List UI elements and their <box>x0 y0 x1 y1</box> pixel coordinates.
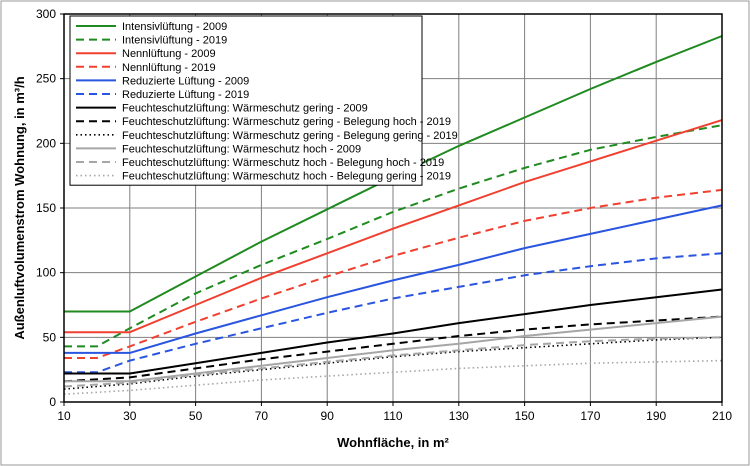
series-line <box>64 119 723 334</box>
x-axis-ticks: 10 30 50 70 90 110 130 150 170 190 210 <box>57 402 732 423</box>
y-tick-label: 0 <box>49 395 56 409</box>
legend-label: Reduzierte Lüftung - 2019 <box>122 89 249 101</box>
x-tick-label: 210 <box>712 409 732 423</box>
series-line <box>64 124 723 348</box>
legend-box <box>69 15 423 186</box>
legend-label: Intensivlüftung - 2009 <box>122 21 227 33</box>
series-layer <box>63 35 723 395</box>
legend-label: Reduzierte Lüftung - 2009 <box>122 75 249 87</box>
y-tick-label: 50 <box>43 330 57 344</box>
series-line <box>64 252 723 374</box>
y-axis-ticks: 0 50 100 150 200 250 300 <box>36 7 64 409</box>
x-axis-label: Wohnfläche, in m² <box>337 435 449 450</box>
y-tick-label: 100 <box>36 266 56 280</box>
legend-label: Feuchteschutzlüftung: Wärmeschutz hoch -… <box>122 171 451 183</box>
series-line <box>64 288 723 375</box>
series-line <box>63 315 723 383</box>
legend-label: Feuchteschutzlüftung: Wärmeschutz hoch -… <box>122 143 361 155</box>
x-tick-label: 130 <box>449 409 469 423</box>
x-tick-label: 30 <box>123 409 137 423</box>
x-tick-label: 170 <box>580 409 600 423</box>
legend-label: Feuchteschutzlüftung: Wärmeschutz hoch -… <box>122 157 444 169</box>
legend-label: Nennlüftung - 2009 <box>122 48 216 60</box>
series-line <box>64 188 723 359</box>
y-tick-label: 250 <box>36 72 56 86</box>
series-line <box>64 204 723 354</box>
legend-label: Nennlüftung - 2019 <box>122 62 216 74</box>
x-tick-label: 10 <box>57 409 71 423</box>
series-line <box>64 315 723 383</box>
x-tick-label: 150 <box>515 409 535 423</box>
series-line <box>63 336 723 388</box>
legend: Intensivlüftung - 2009 Intensivlüftung - … <box>69 15 458 186</box>
legend-label: Feuchteschutzlüftung: Wärmeschutz gering… <box>122 130 458 142</box>
legend-label: Feuchteschutzlüftung: Wärmeschutz gering… <box>122 116 451 128</box>
x-tick-label: 90 <box>321 409 335 423</box>
x-tick-label: 110 <box>383 409 402 423</box>
x-tick-label: 50 <box>189 409 203 423</box>
y-axis-label: Außenluftvolumenstrom Wohnung, in m³/h <box>12 76 27 339</box>
legend-label: Feuchteschutzlüftung: Wärmeschutz gering… <box>122 103 368 115</box>
series-line <box>63 359 723 395</box>
legend-label: Intensivlüftung - 2019 <box>122 35 227 47</box>
x-tick-label: 190 <box>646 409 666 423</box>
x-tick-label: 70 <box>255 409 269 423</box>
series-line <box>63 336 723 390</box>
y-tick-label: 200 <box>36 136 56 150</box>
y-tick-label: 150 <box>36 201 56 215</box>
y-tick-label: 300 <box>36 7 56 21</box>
